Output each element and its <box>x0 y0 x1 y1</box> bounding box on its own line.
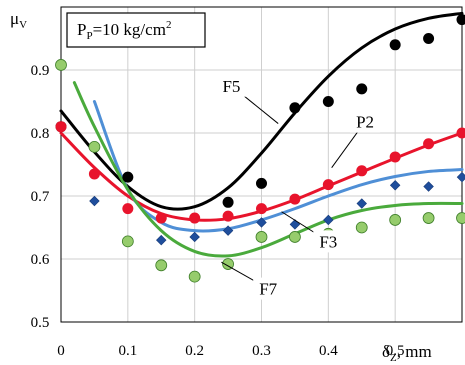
curve-f7 <box>72 81 464 258</box>
point-f7 <box>289 231 301 243</box>
point-f3 <box>189 231 200 243</box>
point-f3 <box>222 225 234 236</box>
x-tick-label: 0.5 <box>386 343 405 359</box>
point-p2 <box>88 168 100 180</box>
point-f3 <box>356 198 367 209</box>
series-label-f7: F7 <box>259 280 277 299</box>
curve-f3 <box>92 100 464 233</box>
series-label-p2: P2 <box>356 113 374 132</box>
tick-labels: 0.5 0.6 0.7 0.8 0.9 0 0.1 0.2 0.3 0.4 0.5 <box>31 63 405 359</box>
point-f3 <box>156 234 167 246</box>
point-p2 <box>322 179 334 191</box>
point-p2 <box>456 127 465 139</box>
point-p2 <box>122 203 134 215</box>
point-f7 <box>389 214 402 226</box>
grid <box>60 6 462 323</box>
y-tick-label: 0.5 <box>31 315 50 331</box>
data-points <box>55 14 465 283</box>
annotation-text: PP=10 kg/cm2 <box>77 19 171 42</box>
point-p2 <box>222 210 234 222</box>
point-f3 <box>423 181 434 192</box>
point-f5 <box>456 14 465 26</box>
point-f5 <box>389 39 401 51</box>
point-f7 <box>456 212 465 224</box>
point-p2 <box>189 212 201 224</box>
point-f5 <box>356 83 368 95</box>
series-label-f5: F5 <box>222 77 240 96</box>
x-tick-label: 0.1 <box>118 343 137 359</box>
point-f7 <box>155 259 168 272</box>
y-tick-label: 0.7 <box>31 189 50 205</box>
point-p2 <box>423 138 435 150</box>
point-p2 <box>55 121 67 133</box>
series-label-f3: F3 <box>319 232 337 251</box>
x-tick-label: 0.4 <box>319 343 338 359</box>
plot-frame <box>60 6 463 323</box>
point-p2 <box>289 193 301 205</box>
label-bg-p2 <box>350 110 381 133</box>
point-f7 <box>422 212 435 224</box>
pressure-annotation: PP=10 kg/cm2 <box>66 12 206 48</box>
point-f3 <box>389 180 401 191</box>
x-tick-label: 0.3 <box>252 343 271 359</box>
x-tick-label: 0 <box>57 343 65 359</box>
point-f5 <box>222 196 234 208</box>
point-f7 <box>222 258 234 270</box>
point-f3 <box>323 214 334 226</box>
point-f7 <box>88 140 101 153</box>
point-f7 <box>55 59 67 71</box>
point-f3 <box>256 217 267 228</box>
label-bg-f5 <box>216 74 247 97</box>
label-bg-f3 <box>313 230 344 253</box>
point-f3 <box>289 219 301 230</box>
y-axis-label: μV <box>10 9 27 31</box>
point-f5 <box>289 102 301 114</box>
point-f5 <box>256 177 267 189</box>
point-f3 <box>89 195 100 207</box>
point-f7 <box>355 221 368 234</box>
x-axis-label: δZ, mm <box>382 342 432 364</box>
point-f5 <box>322 96 334 107</box>
point-f5 <box>122 171 134 183</box>
point-f5 <box>423 33 435 44</box>
point-f7 <box>255 231 268 243</box>
y-tick-label: 0.9 <box>31 63 50 79</box>
point-f3 <box>456 171 465 183</box>
point-f7 <box>121 235 134 248</box>
point-f7 <box>188 270 201 283</box>
label-bg-f7 <box>253 277 284 300</box>
x-tick-label: 0.2 <box>185 343 204 359</box>
point-p2 <box>155 212 167 224</box>
point-p2 <box>389 151 401 163</box>
series-labels: F5 P2 F3 F7 <box>216 74 381 300</box>
y-tick-label: 0.8 <box>31 126 50 142</box>
y-tick-label: 0.6 <box>31 252 50 268</box>
annotation-box <box>66 12 206 48</box>
point-p2 <box>256 203 267 215</box>
point-p2 <box>356 165 368 177</box>
